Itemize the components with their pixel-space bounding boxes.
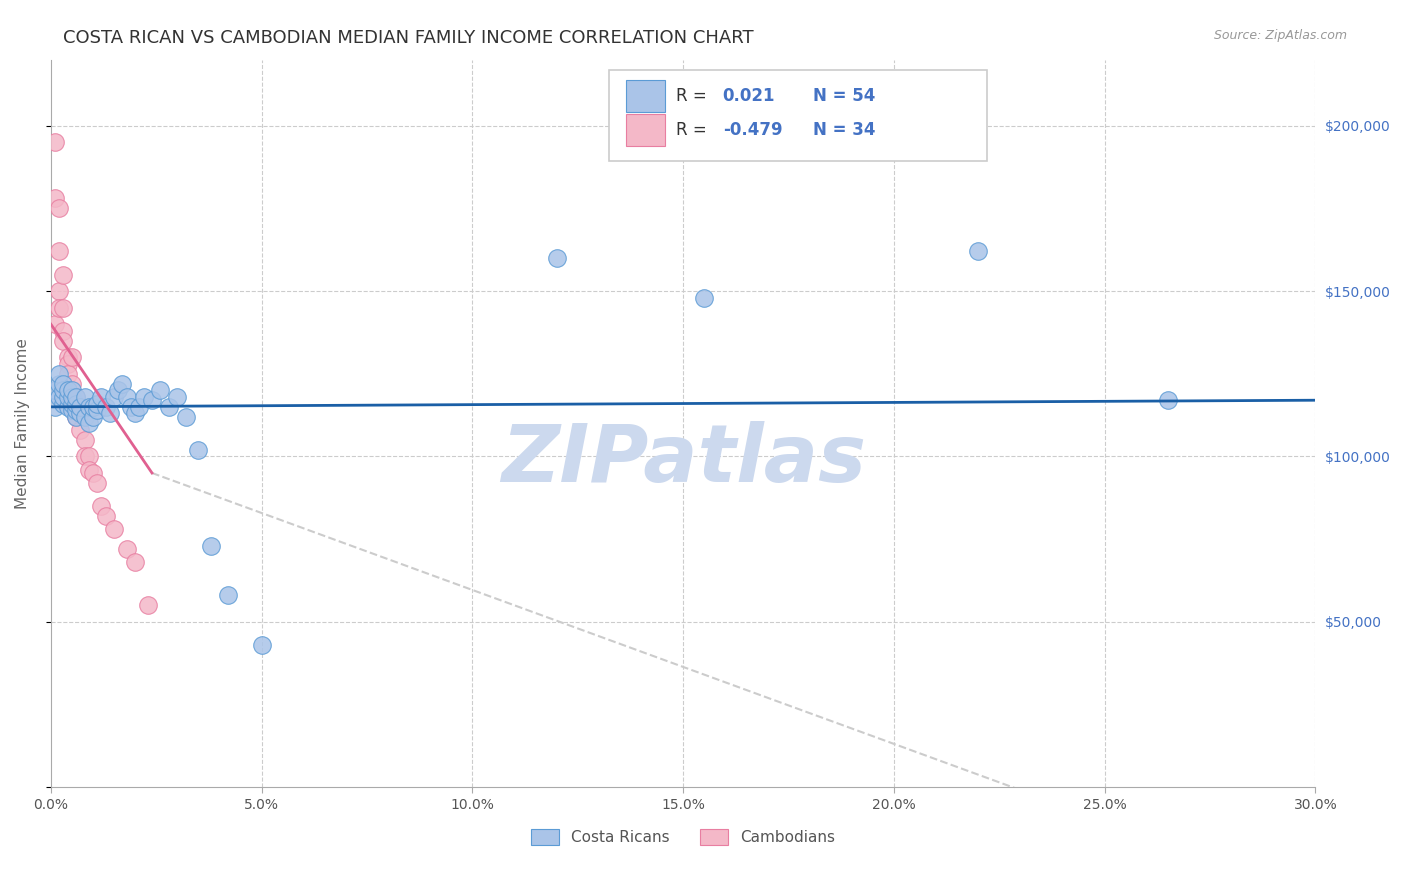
Point [693,291,716,305]
Point [103,390,125,404]
Text: R =: R = [676,121,713,139]
Point [73,390,96,404]
Point [69,423,91,437]
Point [124,407,146,421]
Point [69,400,91,414]
Point [250,638,273,652]
Point [56,367,79,381]
Point [44,192,66,206]
Point [48,376,70,391]
Point [60,384,83,398]
Point [60,376,83,391]
Point [65,390,87,404]
Point [65,396,87,410]
Point [60,400,83,414]
Point [94,508,117,523]
Point [77,450,100,464]
Legend: Costa Ricans, Cambodians: Costa Ricans, Cambodians [531,829,835,845]
Point [187,442,209,457]
Point [77,417,100,431]
Point [52,390,75,404]
Text: Source: ZipAtlas.com: Source: ZipAtlas.com [1213,29,1347,42]
Point [60,396,83,410]
Point [60,403,83,417]
Point [86,403,108,417]
Point [48,202,70,216]
Point [77,400,100,414]
Point [48,301,70,315]
Point [44,384,66,398]
Point [149,384,172,398]
Point [60,350,83,364]
Point [52,301,75,315]
Point [44,317,66,331]
Point [56,350,79,364]
Text: 0.021: 0.021 [723,87,775,105]
Point [52,396,75,410]
Point [52,334,75,348]
Point [111,376,134,391]
Point [48,284,70,298]
Point [82,400,104,414]
Point [52,268,75,282]
Point [166,390,188,404]
Point [44,400,66,414]
Point [128,400,150,414]
Point [65,409,87,424]
Point [90,390,112,404]
Point [107,384,129,398]
Point [1157,393,1180,408]
Point [136,599,159,613]
Point [69,407,91,421]
Point [98,407,121,421]
Point [56,400,79,414]
Point [52,376,75,391]
Text: ZIPatlas: ZIPatlas [501,421,866,499]
Point [73,450,96,464]
Point [217,588,239,602]
Point [77,463,100,477]
Point [546,251,568,265]
Point [48,244,70,259]
Point [90,499,112,513]
Point [86,396,108,410]
Point [73,409,96,424]
Y-axis label: Median Family Income: Median Family Income [15,338,30,508]
Point [69,400,91,414]
Point [56,357,79,371]
Point [174,409,197,424]
Point [124,555,146,569]
Point [60,390,83,404]
Point [82,409,104,424]
Point [141,393,163,408]
Point [73,433,96,447]
Point [115,390,138,404]
Point [967,244,990,259]
Point [44,136,66,150]
Text: -0.479: -0.479 [723,121,782,139]
Point [86,475,108,490]
Point [200,539,222,553]
Point [56,390,79,404]
Point [157,400,180,414]
Point [65,403,87,417]
Point [48,367,70,381]
Point [52,384,75,398]
Point [65,390,87,404]
Text: N = 54: N = 54 [813,87,875,105]
Text: N = 34: N = 34 [813,121,875,139]
Text: R =: R = [676,87,713,105]
Point [94,400,117,414]
Point [56,384,79,398]
Text: COSTA RICAN VS CAMBODIAN MEDIAN FAMILY INCOME CORRELATION CHART: COSTA RICAN VS CAMBODIAN MEDIAN FAMILY I… [63,29,754,46]
Point [48,390,70,404]
Point [115,542,138,557]
Point [120,400,142,414]
Point [82,466,104,480]
Point [65,409,87,424]
Point [132,390,155,404]
Point [52,324,75,338]
Point [60,390,83,404]
Point [103,522,125,536]
